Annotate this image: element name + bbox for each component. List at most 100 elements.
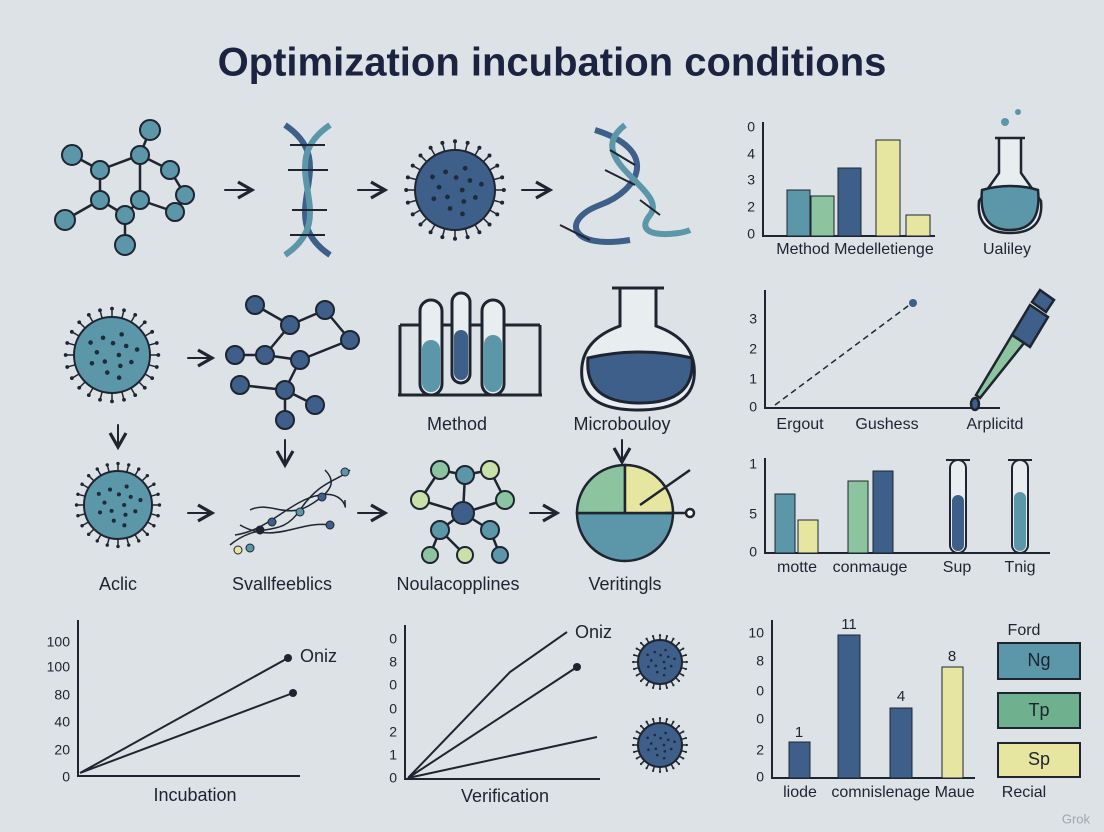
spike-tip — [632, 743, 635, 747]
legend-title: Ford — [1008, 622, 1041, 639]
spike-tip — [156, 514, 160, 518]
virus-dot — [122, 502, 127, 508]
node — [255, 525, 265, 535]
atom — [280, 315, 300, 335]
virus-dot — [123, 512, 128, 517]
legend-item: Tp — [1028, 700, 1049, 720]
spike-tip — [127, 543, 131, 547]
label: Method Medelletienge — [776, 241, 934, 258]
tick-label: 20 — [54, 742, 70, 758]
watermark: Grok — [1062, 811, 1091, 826]
spike-tip — [133, 312, 138, 317]
strand — [249, 469, 332, 512]
spike-tip — [639, 679, 643, 683]
spike-tip — [142, 320, 147, 325]
node — [325, 520, 335, 530]
spike-tip — [500, 200, 505, 205]
spike — [134, 534, 140, 541]
spike-tip — [98, 308, 102, 313]
atom — [275, 380, 295, 400]
spike-tip — [152, 524, 156, 528]
spike-tip — [65, 341, 70, 345]
spike — [78, 493, 86, 497]
virus-dot — [102, 359, 108, 364]
spike — [430, 224, 436, 232]
spike-tip — [418, 222, 423, 227]
spike-tip — [677, 679, 681, 683]
tick-label: 100 — [47, 659, 71, 675]
incubation-chart — [77, 620, 300, 777]
spike-tip — [639, 724, 643, 728]
virus-dot — [123, 343, 129, 349]
node — [233, 545, 243, 555]
legend-item: Sp — [1028, 749, 1050, 769]
virus-dot — [116, 492, 121, 497]
spike-tip — [658, 687, 662, 690]
virus-dot — [116, 375, 122, 380]
spike-tip — [645, 767, 648, 770]
spike-tip — [86, 393, 91, 398]
spike-tip — [453, 236, 457, 241]
label: Veritingls — [588, 574, 661, 594]
spike-tip — [145, 473, 150, 478]
virus-dot — [472, 195, 478, 200]
legend-item: Ng — [1027, 650, 1050, 670]
virus-dot — [654, 664, 658, 668]
spike — [474, 148, 480, 156]
spike-tip — [418, 153, 423, 158]
tick-label: 80 — [54, 687, 70, 703]
tick-label: 0 — [749, 544, 757, 560]
virus-dot — [124, 484, 129, 489]
spike — [67, 364, 76, 368]
virus-dot — [461, 199, 467, 204]
spike — [96, 534, 102, 541]
flask — [977, 109, 1043, 235]
tick-label: 2 — [389, 724, 397, 740]
spike — [464, 143, 469, 152]
tick-label: 2 — [747, 199, 755, 215]
spike-tip — [156, 353, 161, 357]
bar-label: 4 — [897, 688, 905, 705]
atom — [90, 190, 110, 210]
spike — [79, 322, 86, 329]
tick-label: 4 — [747, 146, 755, 162]
line-label: Oniz — [575, 622, 612, 642]
atom — [430, 460, 450, 480]
spike — [441, 228, 446, 237]
spike-tip — [133, 393, 138, 398]
spike-tip — [682, 674, 685, 677]
label: Arplicitd — [967, 416, 1024, 433]
spike-tip — [685, 743, 688, 747]
spike-tip — [86, 312, 91, 317]
virus-dot — [662, 673, 666, 677]
spike — [72, 373, 80, 379]
spike-tip — [65, 365, 70, 369]
spike — [121, 391, 125, 400]
virus-dot — [460, 211, 465, 217]
virus-dot — [479, 181, 484, 187]
atom — [491, 546, 509, 564]
spike-tip — [110, 399, 114, 404]
atom — [456, 546, 474, 564]
node — [267, 517, 277, 527]
tick-label: 0 — [389, 631, 397, 647]
virus-dot — [109, 508, 114, 513]
node — [245, 543, 255, 553]
atom — [114, 234, 136, 256]
virus-dot — [100, 335, 106, 341]
spike-tip — [142, 385, 147, 390]
spike — [420, 155, 428, 163]
virus-dot — [462, 165, 468, 171]
spike-tip — [677, 762, 681, 766]
spike-tip — [672, 637, 675, 640]
virus — [404, 139, 506, 241]
spike — [413, 165, 421, 171]
spike-tip — [105, 543, 109, 547]
spike-tip — [632, 667, 636, 671]
virus-dot — [110, 340, 116, 346]
spike-tip — [404, 188, 409, 192]
strand — [239, 523, 331, 534]
virus — [63, 306, 161, 404]
virus-dot — [104, 370, 110, 375]
spike-tip — [682, 647, 685, 650]
